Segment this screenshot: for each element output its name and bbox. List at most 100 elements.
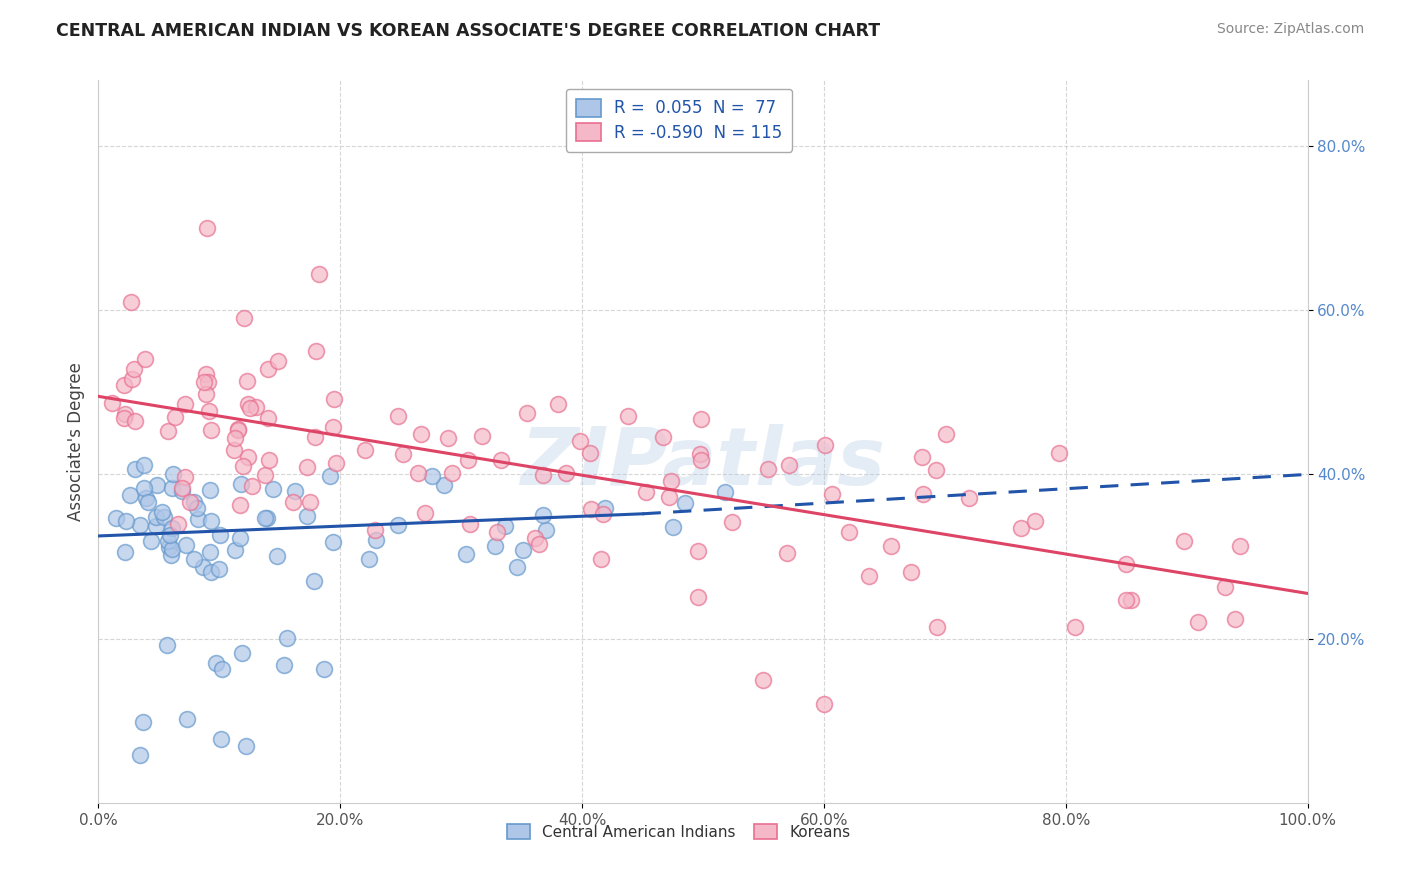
Point: [240, 479, 263, 493]
Point: [366, 533, 388, 547]
Point: [191, 560, 214, 574]
Point: [135, 491, 157, 505]
Point: [145, 510, 167, 524]
Point: [132, 714, 155, 729]
Point: [124, 414, 146, 428]
Point: [183, 552, 205, 566]
Point: [593, 501, 616, 516]
Point: [1024, 514, 1046, 528]
Point: [146, 478, 169, 492]
Point: [471, 429, 494, 443]
Point: [176, 712, 198, 726]
Point: [411, 427, 433, 442]
Point: [581, 502, 603, 516]
Point: [150, 505, 173, 519]
Point: [531, 468, 554, 483]
Point: [267, 353, 290, 368]
Point: [118, 488, 141, 502]
Point: [163, 409, 186, 424]
Point: [838, 524, 860, 539]
Point: [224, 543, 246, 558]
Point: [295, 508, 318, 523]
Point: [194, 387, 217, 401]
Point: [128, 747, 150, 762]
Text: CENTRAL AMERICAN INDIAN VS KOREAN ASSOCIATE'S DEGREE CORRELATION CHART: CENTRAL AMERICAN INDIAN VS KOREAN ASSOCI…: [56, 22, 880, 40]
Point: [114, 407, 136, 421]
Point: [457, 453, 479, 467]
Point: [136, 495, 159, 509]
Point: [485, 524, 508, 539]
Point: [114, 545, 136, 559]
Point: [568, 434, 591, 448]
Point: [195, 221, 218, 235]
Point: [1010, 521, 1032, 535]
Point: [186, 500, 208, 515]
Point: [387, 518, 409, 533]
Point: [262, 482, 284, 496]
Point: [200, 565, 222, 579]
Point: [167, 517, 190, 532]
Point: [231, 646, 253, 660]
Point: [302, 574, 325, 588]
Point: [256, 511, 278, 525]
Point: [391, 447, 413, 461]
Point: [295, 459, 318, 474]
Point: [156, 424, 179, 438]
Point: [172, 484, 194, 499]
Point: [531, 508, 554, 522]
Point: [690, 412, 713, 426]
Point: [721, 516, 744, 530]
Point: [157, 533, 180, 548]
Point: [226, 422, 249, 436]
Text: Source: ZipAtlas.com: Source: ZipAtlas.com: [1216, 22, 1364, 37]
Point: [321, 534, 343, 549]
Point: [172, 481, 194, 495]
Point: [115, 514, 138, 528]
Point: [778, 458, 800, 472]
Point: [437, 431, 460, 445]
Point: [122, 361, 145, 376]
Point: [257, 453, 280, 467]
Point: [236, 450, 259, 465]
Point: [1064, 620, 1087, 634]
Point: [900, 566, 922, 580]
Point: [100, 396, 122, 410]
Point: [661, 520, 683, 534]
Point: [775, 546, 797, 560]
Point: [308, 268, 330, 282]
Point: [304, 430, 326, 444]
Point: [200, 483, 222, 497]
Point: [814, 437, 837, 451]
Point: [298, 494, 321, 508]
Point: [156, 638, 179, 652]
Point: [547, 397, 569, 411]
Point: [187, 511, 209, 525]
Point: [880, 539, 903, 553]
Point: [433, 478, 456, 492]
Point: [658, 490, 681, 504]
Point: [195, 367, 218, 381]
Point: [821, 487, 844, 501]
Point: [229, 498, 252, 512]
Point: [690, 453, 713, 467]
Point: [1115, 592, 1137, 607]
Point: [112, 410, 135, 425]
Point: [752, 673, 775, 687]
Point: [209, 731, 232, 746]
Point: [253, 511, 276, 525]
Point: [173, 397, 195, 411]
Point: [634, 485, 657, 500]
Point: [689, 447, 711, 461]
Point: [686, 590, 709, 604]
Point: [456, 547, 478, 561]
Point: [925, 463, 948, 477]
Point: [200, 514, 222, 528]
Point: [592, 507, 614, 521]
Point: [120, 295, 142, 310]
Point: [238, 396, 260, 410]
Point: [440, 466, 463, 480]
Point: [160, 481, 183, 495]
Point: [359, 552, 381, 566]
Point: [112, 378, 135, 392]
Point: [420, 469, 443, 483]
